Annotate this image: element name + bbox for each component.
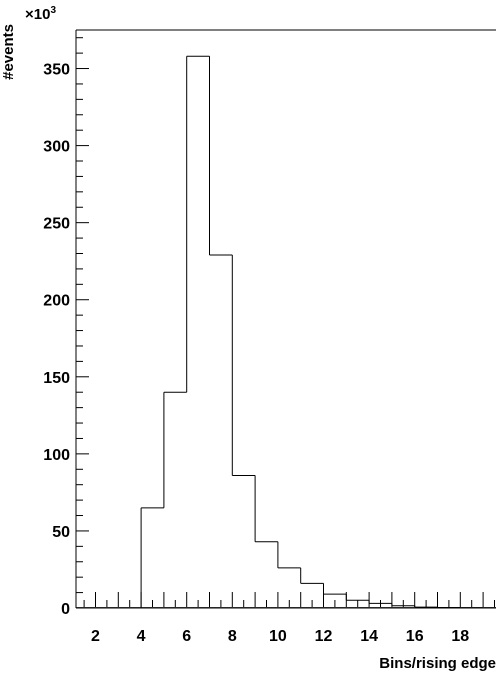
y-tick-label: 150 — [43, 370, 70, 387]
y-multiplier-base: ×10 — [25, 6, 50, 23]
x-tick-label: 14 — [360, 628, 378, 645]
y-axis-label: #events — [0, 24, 17, 80]
y-tick-label: 300 — [43, 139, 70, 156]
y-axis-multiplier: ×103 — [25, 5, 56, 23]
y-tick-label: 0 — [61, 601, 70, 618]
x-tick-label: 4 — [137, 628, 146, 645]
x-tick-label: 6 — [182, 628, 191, 645]
x-tick-label: 12 — [315, 628, 333, 645]
x-tick-label: 8 — [228, 628, 237, 645]
x-tick-label: 2 — [91, 628, 100, 645]
x-tick-label: 10 — [269, 628, 287, 645]
y-tick-label: 50 — [52, 524, 70, 541]
x-tick-label: 16 — [406, 628, 424, 645]
y-tick-label: 100 — [43, 447, 70, 464]
x-tick-label: 18 — [451, 628, 469, 645]
y-tick-label: 250 — [43, 216, 70, 233]
y-tick-label: 200 — [43, 293, 70, 310]
y-multiplier-exponent: 3 — [50, 5, 56, 16]
y-tick-label: 350 — [43, 62, 70, 79]
x-axis-label: Bins/rising edge — [379, 655, 496, 672]
